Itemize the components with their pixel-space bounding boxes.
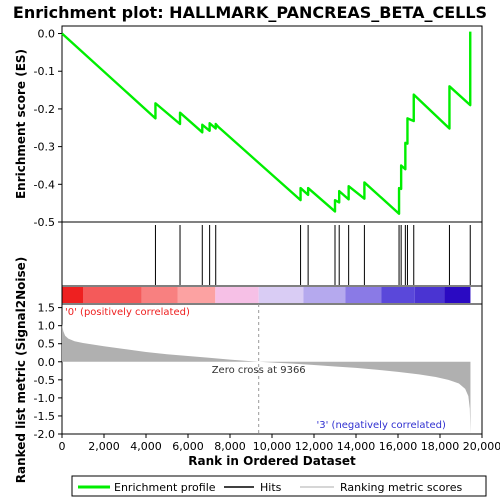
rank-bar-segment [345,287,382,303]
rank-bar-segment [258,287,304,303]
legend-label-hits: Hits [260,481,282,494]
es-y-tick-label: -0.4 [34,178,55,191]
es-y-tick-label: -0.2 [34,103,55,116]
positive-correlation-label: '0' (positively correlated) [65,307,190,318]
x-tick-label: 6,000 [172,440,204,453]
enrichment-profile-line [61,31,472,215]
negative-correlation-label: '3' (negatively correlated) [317,420,446,431]
metric-y-tick-label: -1.0 [34,392,55,405]
hits-panel [61,221,483,287]
rank-bar-segment [414,287,445,303]
es-y-ticks: 0.0 -0.1 -0.2 -0.3 -0.4 -0.5 [34,28,62,229]
x-axis-label: Rank in Ordered Dataset [188,454,356,468]
metric-y-tick-label: -1.5 [34,410,55,423]
x-tick-label: 20,000 [463,440,500,453]
rank-bar-segment [62,287,83,303]
x-tick-label: 14,000 [337,440,376,453]
rank-bar-segment [303,287,346,303]
es-y-axis-label: Enrichment score (ES) [14,49,28,199]
legend-label-enrichment-profile: Enrichment profile [114,481,216,494]
metric-y-tick-label: 0.5 [38,338,56,351]
rank-bar-segment [215,287,259,303]
es-plot-frame [61,25,483,223]
hit-lines [154,225,471,285]
rank-bar-panel [61,285,483,305]
rank-bar-segment [444,287,471,303]
metric-y-tick-label: -2.0 [34,428,55,441]
metric-x-ticks: 0 2,000 4,000 6,000 8,000 10,000 12,000 14,000 1… [59,434,500,453]
hits-frame [61,221,483,287]
es-y-tick-label: 0.0 [38,28,56,41]
x-tick-label: 4,000 [130,440,162,453]
rank-bar-segment [177,287,216,303]
rank-bar-segment [83,287,142,303]
es-y-tick-label: -0.5 [34,216,55,229]
metric-y-axis-label: Ranked list metric (Signal2Noise) [14,257,28,484]
legend-frame [71,475,487,497]
zero-cross-label: Zero cross at 9366 [212,365,306,376]
legend-label-ranking-metric: Ranking metric scores [340,481,462,494]
rank-bar-segment [381,287,415,303]
metric-y-tick-label: 0.0 [38,356,56,369]
es-y-tick-label: -0.1 [34,65,55,78]
x-tick-label: 10,000 [253,440,292,453]
rank-bar-segment [141,287,178,303]
x-tick-label: 18,000 [421,440,460,453]
x-tick-label: 16,000 [379,440,418,453]
metric-y-ticks: 1.5 1.0 0.5 0.0 -0.5 -1.0 -1.5 -2.0 [34,302,62,441]
metric-y-tick-label: 1.5 [38,302,56,315]
metric-y-tick-label: -0.5 [34,374,55,387]
metric-y-tick-label: 1.0 [38,320,56,333]
legend: Enrichment profile Hits Ranking metric s… [71,475,487,497]
metric-panel: 1.5 1.0 0.5 0.0 -0.5 -1.0 -1.5 -2.0 0 2,000 4,000… [14,257,500,484]
x-tick-label: 0 [59,440,66,453]
es-y-tick-label: -0.3 [34,141,55,154]
chart-title: Enrichment plot: HALLMARK_PANCREAS_BETA_… [13,3,487,22]
es-panel: 0.0 -0.1 -0.2 -0.3 -0.4 -0.5 Enrichment score… [14,25,483,229]
rank-bar-segments [62,287,471,303]
x-tick-label: 12,000 [295,440,334,453]
x-tick-label: 8,000 [214,440,246,453]
x-tick-label: 2,000 [88,440,120,453]
